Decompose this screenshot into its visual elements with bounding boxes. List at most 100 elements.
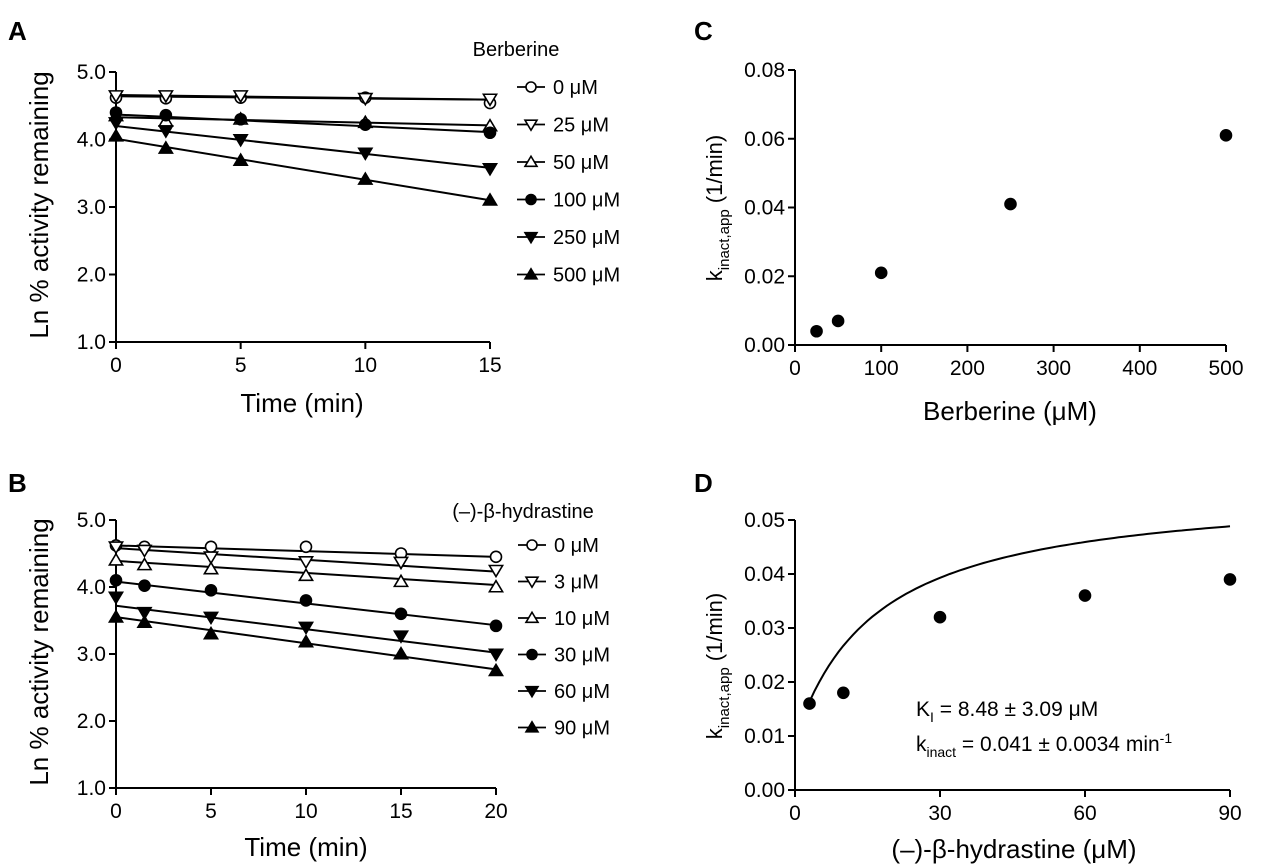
panel-d-point [803, 697, 816, 710]
panel-a-point [107, 128, 125, 142]
panel-c-y-tick-label: 0.04 [744, 197, 785, 220]
panel-a-point [159, 108, 173, 122]
panel-a-legend: 0 μM 25 μM 50 μM 100 μM 250 μM 500 μM [517, 77, 620, 287]
panel-d-x-tick-label: 90 [1218, 802, 1241, 825]
panel-b-point [489, 619, 503, 633]
panel-a-x-tick-label: 5 [235, 354, 247, 377]
panel-b-point [299, 594, 313, 607]
panel-d-xlabel: (–)-β-hydrastine (μM) [891, 834, 1136, 864]
panel-d-x-tick-label: 30 [928, 802, 951, 825]
panel-d-x-tick-label: 0 [789, 802, 801, 825]
panel-d-annotation-kinact: kinact = 0.041 ± 0.0034 min-1 [916, 730, 1172, 760]
panel-a-xlabel: Time (min) [240, 388, 363, 418]
panel-b-legend-marker [524, 720, 540, 733]
panel-d: 0 30 60 90 0.00 0.01 0.02 0.03 0.04 0.05 (–)-β-hy… [702, 509, 1242, 864]
panel-c-x-tick-label: 400 [1122, 357, 1157, 380]
panel-d-y-tick-label: 0.02 [744, 671, 785, 694]
panel-d-y-tick-label: 0.00 [744, 779, 785, 802]
panel-d-point [1223, 573, 1237, 586]
panel-a-legend-label: 25 μM [553, 115, 609, 137]
panel-c-ylabel: kinact,app (1/min) [702, 135, 733, 281]
panel-c-y-tick-label: 0.08 [744, 59, 785, 82]
panel-b-point [392, 556, 410, 571]
panel-b-point [107, 552, 125, 566]
panel-b-x-tick-label: 15 [389, 800, 412, 823]
panel-a-point [157, 90, 174, 104]
panel-d-point [837, 686, 850, 700]
panel-b-legend-marker [526, 648, 538, 661]
panel-a-legend-marker [523, 119, 539, 132]
panel-a-point [232, 90, 249, 104]
panel-a-point [232, 133, 249, 148]
panel-b-legend-label: 10 μM [554, 608, 610, 630]
panel-b-point [297, 567, 315, 582]
panel-b-point [136, 614, 153, 629]
panel-c-point [1219, 129, 1233, 142]
panel-b-point [487, 662, 505, 677]
panel-a-point [357, 171, 374, 185]
panel-b-point [489, 550, 503, 564]
panel-c-y-tick-label: 0.00 [744, 334, 785, 357]
panel-a-point [157, 140, 174, 154]
panel-b-y-tick-label: 3.0 [77, 643, 106, 666]
panel-b-point [109, 573, 123, 587]
panel-a-y-tick-label: 2.0 [77, 264, 106, 287]
panel-a-x-tick-label: 15 [478, 354, 501, 377]
panel-c-point [810, 324, 823, 338]
panel-a-ylabel: Ln % activity remaining [24, 71, 54, 338]
panel-a-legend-label: 500 μM [553, 265, 620, 287]
panel-a-legend-title: Berberine [473, 39, 560, 61]
panel-a-y-tick-label: 5.0 [77, 61, 106, 84]
panel-b-point [136, 557, 153, 571]
panel-d-ylabel: kinact,app (1/min) [702, 593, 733, 739]
panel-b-plot: 0 5 10 15 20 1.0 2.0 3.0 4.0 5.0 [77, 509, 508, 823]
panel-b-point [297, 555, 315, 570]
panel-a-point [481, 93, 499, 107]
panel-c-xlabel: Berberine (μM) [923, 396, 1097, 426]
panel-b-point [107, 609, 125, 623]
panel-a-legend-label: 250 μM [553, 227, 620, 249]
panel-a-point [107, 90, 125, 104]
panel-a-legend-marker [523, 231, 539, 245]
panel-b-point [138, 579, 151, 592]
panel-b-legend-marker [524, 685, 540, 699]
panel-a-legend-marker [525, 193, 537, 206]
panel-label-a: A [8, 16, 27, 46]
panel-b-point [202, 626, 220, 640]
panel-a-point [483, 126, 497, 140]
panel-a-point [109, 106, 123, 119]
panel-a-point [234, 112, 247, 126]
panel-a-fit-line [115, 113, 491, 134]
panel-b-legend: 0 μM 3 μM 10 μM 30 μM 60 μM 90 μM [518, 535, 610, 740]
panel-b-y-tick-label: 1.0 [77, 777, 106, 800]
panel-a: 0 5 10 15 1.0 2.0 3.0 4.0 5.0 Time (min) Ln % ac… [24, 39, 620, 418]
panel-c-plot: 0 100 200 300 400 500 0.00 0.02 0.04 0.06 0.08 [744, 59, 1243, 380]
panel-a-legend-marker [523, 267, 539, 280]
panel-b-y-tick-label: 5.0 [77, 509, 106, 532]
panel-a-legend-label: 50 μM [553, 152, 609, 174]
panel-b-point [204, 540, 218, 554]
panel-c-point [874, 266, 888, 280]
panel-label-b: B [8, 468, 27, 498]
panel-d-y-tick-label: 0.03 [744, 617, 785, 640]
panel-d-y-tick-label: 0.04 [744, 563, 785, 586]
panel-a-y-tick-label: 4.0 [77, 129, 106, 152]
panel-label-c: C [694, 16, 713, 46]
panel-d-x-tick-label: 60 [1073, 802, 1096, 825]
panel-a-legend-marker [525, 81, 537, 93]
panel-b-ylabel: Ln % activity remaining [24, 518, 54, 785]
panel-a-point [481, 192, 499, 206]
panel-b-point [136, 544, 153, 559]
panel-b-point [297, 634, 315, 648]
panel-c-point [831, 314, 845, 328]
panel-d-fit-curve [808, 525, 1231, 703]
panel-c-y-tick-label: 0.02 [744, 265, 785, 288]
panel-c-x-tick-label: 500 [1208, 357, 1243, 380]
panel-b-point [394, 607, 408, 621]
panel-a-fit-line [115, 116, 491, 127]
panel-d-y-tick-label: 0.05 [744, 509, 785, 532]
panel-b-x-tick-label: 10 [294, 800, 317, 823]
panel-c-x-tick-label: 100 [864, 357, 899, 380]
panel-b-legend-label: 0 μM [554, 535, 599, 557]
